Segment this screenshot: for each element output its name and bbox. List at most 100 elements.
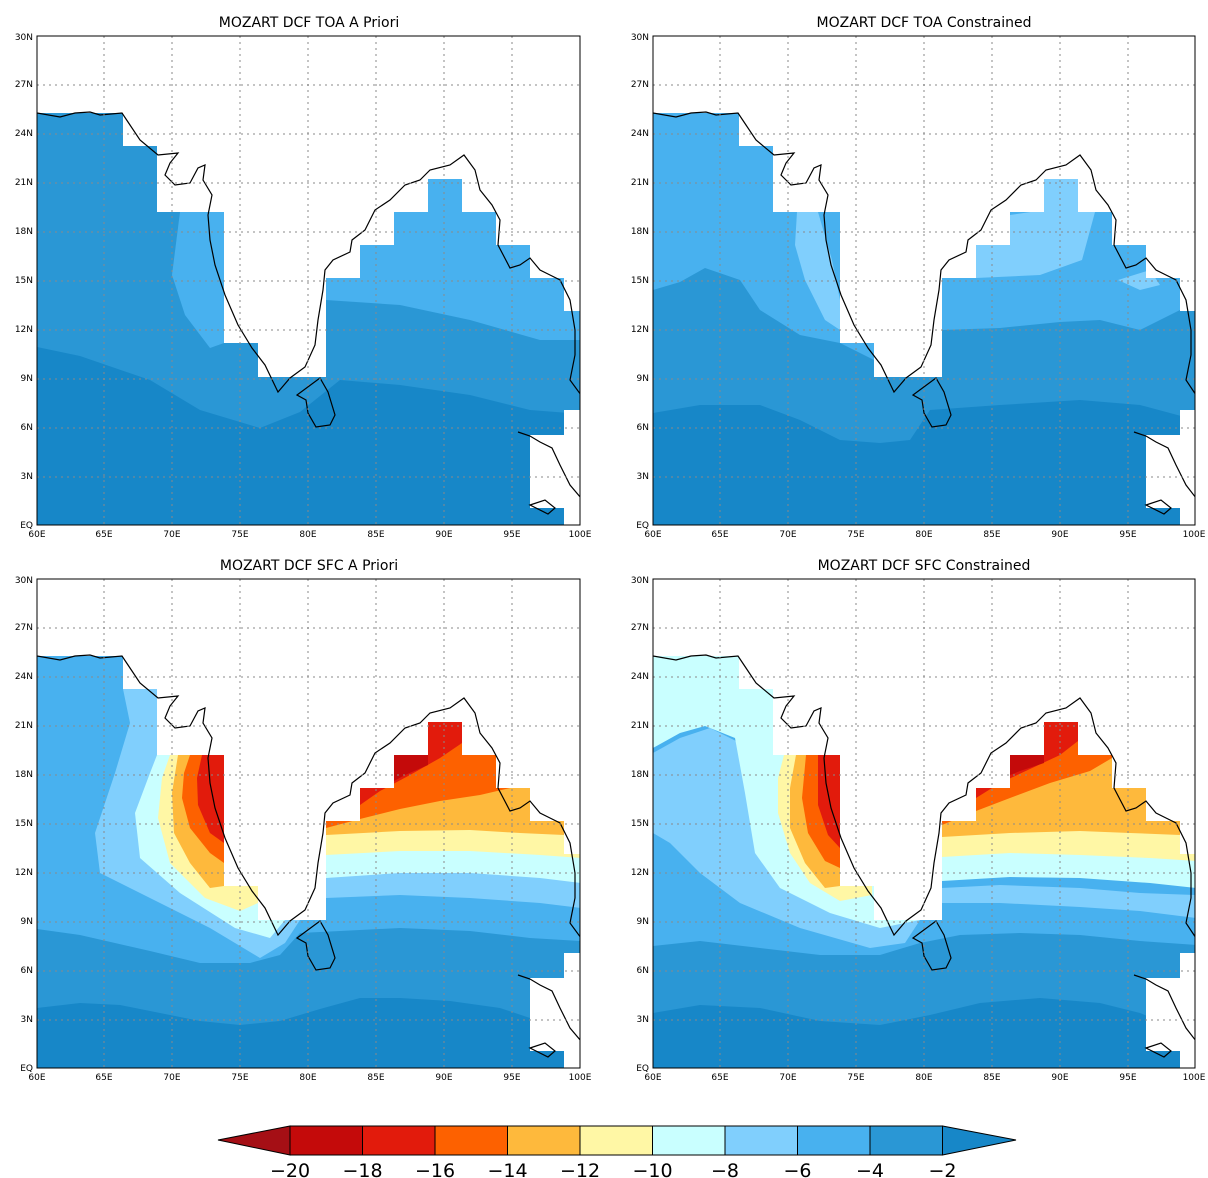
gridlines bbox=[653, 36, 1195, 525]
lat-labels: EQ 3N 6N 9N 12N 15N 18N 21N 24N 27N 30N bbox=[631, 33, 649, 531]
lat-label: 21N bbox=[15, 178, 33, 188]
lon-label: 75E bbox=[847, 530, 864, 540]
lat-label: 12N bbox=[631, 868, 649, 878]
lat-label: 27N bbox=[15, 80, 33, 90]
lat-label: 15N bbox=[15, 819, 33, 829]
colorbar: −20 −18 −16 −14 −12 −10 −8 −6 −4 −2 bbox=[217, 1125, 1017, 1178]
colorbar-label: −18 bbox=[342, 1160, 382, 1178]
lon-label: 65E bbox=[95, 530, 112, 540]
panel-title: MOZART DCF TOA Constrained bbox=[817, 15, 1032, 31]
ocean-band bbox=[942, 885, 1195, 918]
colorbar-swatch bbox=[507, 1125, 581, 1156]
lat-label: EQ bbox=[20, 521, 33, 531]
colorbar-swatch bbox=[652, 1125, 726, 1156]
lon-label: 65E bbox=[711, 530, 728, 540]
lon-label: 65E bbox=[95, 1073, 112, 1083]
lon-label: 80E bbox=[915, 530, 932, 540]
lat-label: 6N bbox=[21, 966, 33, 976]
colorbar-swatch bbox=[289, 1125, 363, 1156]
lat-label: 9N bbox=[21, 374, 33, 384]
ocean-band bbox=[394, 755, 428, 781]
land-mask bbox=[530, 410, 580, 525]
gridlines bbox=[37, 36, 580, 525]
colorbar-label: −4 bbox=[856, 1160, 884, 1178]
lon-label: 80E bbox=[299, 1073, 316, 1083]
lat-label: 3N bbox=[21, 472, 33, 482]
lat-label: 18N bbox=[15, 770, 33, 780]
lat-label: 15N bbox=[15, 276, 33, 286]
lat-label: 27N bbox=[631, 623, 649, 633]
ocean-band bbox=[942, 722, 1112, 825]
lat-label: 21N bbox=[631, 721, 649, 731]
lat-label: 12N bbox=[15, 868, 33, 878]
panel-title: MOZART DCF TOA A Priori bbox=[219, 15, 399, 31]
lat-label: 24N bbox=[631, 672, 649, 682]
ocean-band bbox=[326, 179, 580, 340]
colorbar-swatch bbox=[797, 1125, 871, 1156]
colorbar-label: −20 bbox=[270, 1160, 310, 1178]
lat-labels: EQ 3N 6N 9N 12N 15N 18N 21N 24N 27N 30N bbox=[15, 576, 33, 1074]
lon-label: 70E bbox=[163, 530, 180, 540]
lon-label: 95E bbox=[503, 530, 520, 540]
ocean-band bbox=[37, 998, 580, 1068]
colorbar-label: −10 bbox=[632, 1160, 672, 1178]
lon-label: 85E bbox=[367, 1073, 384, 1083]
lon-labels: 60E 65E 70E 75E 80E 85E 90E 95E 100E bbox=[644, 1073, 1205, 1083]
land-mask bbox=[1146, 410, 1195, 525]
coastline bbox=[653, 654, 1195, 1058]
lon-label: 90E bbox=[435, 1073, 452, 1083]
colorbar-label: −12 bbox=[560, 1160, 600, 1178]
lat-labels: EQ 3N 6N 9N 12N 15N 18N 21N 24N 27N 30N bbox=[631, 576, 649, 1074]
map-frame bbox=[652, 578, 1196, 1069]
coastline bbox=[653, 111, 1195, 515]
map-frame bbox=[36, 35, 581, 526]
lon-label: 85E bbox=[983, 1073, 1000, 1083]
lon-label: 100E bbox=[1183, 530, 1206, 540]
lat-label: 3N bbox=[637, 472, 649, 482]
colorbar-swatch bbox=[434, 1125, 508, 1156]
colorbar-label: −16 bbox=[415, 1160, 455, 1178]
colorbar-swatch bbox=[579, 1125, 653, 1156]
lon-label: 70E bbox=[779, 1073, 796, 1083]
ocean-band bbox=[818, 755, 840, 848]
lat-label: 3N bbox=[21, 1015, 33, 1025]
lon-label: 60E bbox=[28, 530, 45, 540]
lat-labels: EQ 3N 6N 9N 12N 15N 18N 21N 24N 27N 30N bbox=[15, 33, 33, 531]
colorbar-label: −6 bbox=[783, 1160, 811, 1178]
lon-labels: 60E 65E 70E 75E 80E 85E 90E 95E 100E bbox=[28, 1073, 591, 1083]
colorbar-arrow-left bbox=[217, 1125, 291, 1156]
colorbar-arrow-right bbox=[942, 1125, 1017, 1156]
map-frame bbox=[36, 578, 581, 1069]
lat-label: 6N bbox=[21, 423, 33, 433]
lat-label: 9N bbox=[637, 917, 649, 927]
lon-label: 90E bbox=[1051, 1073, 1068, 1083]
lat-label: 30N bbox=[15, 576, 33, 586]
lon-label: 85E bbox=[367, 530, 384, 540]
lon-label: 65E bbox=[711, 1073, 728, 1083]
colorbar-label: −8 bbox=[711, 1160, 739, 1178]
lat-label: 12N bbox=[631, 325, 649, 335]
gridlines bbox=[653, 579, 1195, 1068]
lon-label: 95E bbox=[503, 1073, 520, 1083]
land-mask bbox=[530, 953, 580, 1068]
panel-title: MOZART DCF SFC A Priori bbox=[220, 558, 398, 574]
lat-label: 27N bbox=[631, 80, 649, 90]
colorbar-swatch bbox=[724, 1125, 798, 1156]
lon-label: 75E bbox=[231, 1073, 248, 1083]
lon-label: 75E bbox=[231, 530, 248, 540]
lat-label: 6N bbox=[637, 966, 649, 976]
lat-label: 18N bbox=[631, 227, 649, 237]
lat-label: 21N bbox=[631, 178, 649, 188]
colorbar-swatch bbox=[869, 1125, 943, 1156]
lat-label: EQ bbox=[636, 1064, 649, 1074]
lat-label: 15N bbox=[631, 819, 649, 829]
lon-label: 90E bbox=[435, 530, 452, 540]
lon-label: 60E bbox=[644, 530, 661, 540]
ocean-band bbox=[976, 179, 1095, 278]
lon-label: 70E bbox=[163, 1073, 180, 1083]
lat-label: 21N bbox=[15, 721, 33, 731]
ocean-band bbox=[653, 998, 1195, 1068]
lon-label: 70E bbox=[779, 530, 796, 540]
panel-sfc-constrained: MOZART DCF SFC Constrained bbox=[631, 558, 1206, 1083]
